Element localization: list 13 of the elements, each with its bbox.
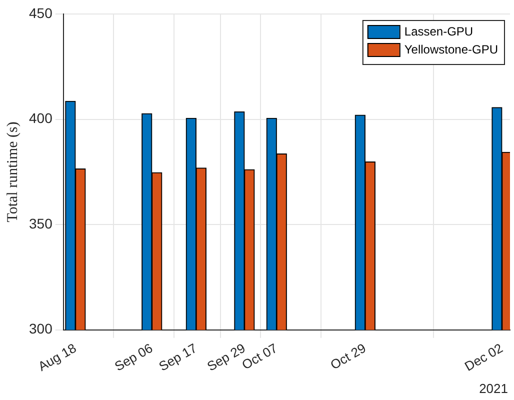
x-tick-label: Oct 29 xyxy=(328,340,368,372)
x-tick-label: Aug 18 xyxy=(36,340,79,374)
x-tick-label: Sep 06 xyxy=(112,340,156,374)
y-tick-label: 350 xyxy=(29,215,53,232)
y-tick-label: 400 xyxy=(29,110,53,126)
legend-label: Lassen-GPU xyxy=(404,24,474,38)
legend-label: Yellowstone-GPU xyxy=(404,42,498,56)
text: 2021 xyxy=(479,381,508,396)
x-tick-label: Sep 17 xyxy=(156,340,200,374)
x-tick-label: Dec 02 xyxy=(462,340,506,374)
y-tick-label: 450 xyxy=(29,4,53,21)
y-axis-title: Total runtime (s) xyxy=(4,122,21,222)
y-tick-label: 300 xyxy=(29,320,53,337)
